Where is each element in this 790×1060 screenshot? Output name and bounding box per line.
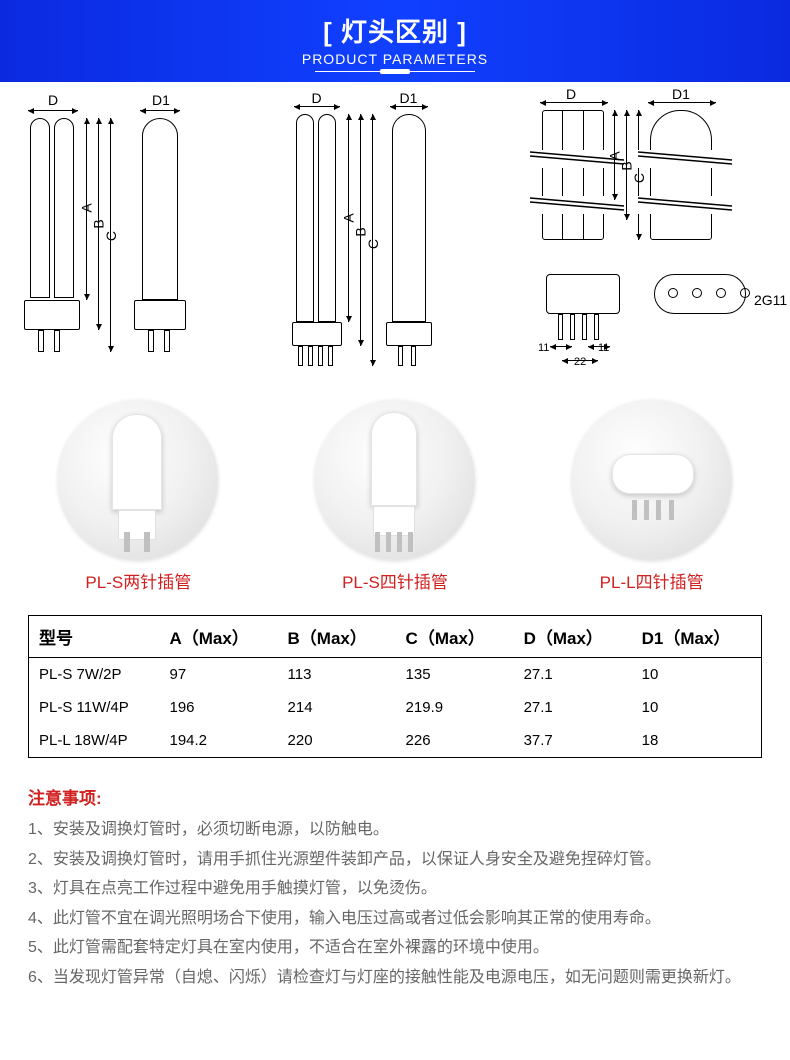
banner-title: [ 灯头区别 ] (0, 12, 790, 49)
diagram-pls-2pin: D A B C D1 (24, 100, 198, 360)
banner-subtitle: PRODUCT PARAMETERS (0, 51, 790, 67)
note-item: 4、此灯管不宜在调光照明场合下使用，输入电压过高或者过低会影响其正常的使用寿命。 (28, 904, 762, 934)
notes-title: 注意事项: (28, 784, 762, 809)
table-row: PL-S 11W/4P 196 214 219.9 27.1 10 (29, 691, 762, 724)
dim-22: 22 (574, 356, 586, 368)
photo-pll4p (572, 400, 732, 560)
dim-label-d: D (48, 92, 58, 108)
photo-item-pls4p: PL-S四针插管 (285, 400, 505, 593)
photo-item-pls2p: PL-S两针插管 (28, 400, 248, 593)
diagrams-row: D A B C D1 D A B (0, 82, 790, 386)
dim-label-d1: D1 (152, 92, 170, 108)
socket-side-view: 11 11 22 (536, 274, 636, 360)
spec-table: 型号 A（Max） B（Max） C（Max） D（Max） D1（Max） P… (28, 615, 762, 758)
notes-section: 注意事项: 1、安装及调换灯管时，必须切断电源，以防触电。 2、安装及调换灯管时… (0, 758, 790, 1023)
note-item: 2、安装及调换灯管时，请用手抓住光源塑件装卸产品，以保证人身安全及避免捏碎灯管。 (28, 845, 762, 875)
dim-11-right: 11 (598, 342, 609, 354)
th-c: C（Max） (396, 616, 514, 658)
th-a: A（Max） (159, 616, 277, 658)
socket-views: 11 11 22 2G11 (536, 274, 766, 360)
th-d: D（Max） (514, 616, 632, 658)
photo-item-pll4p: PL-L四针插管 (542, 400, 762, 593)
note-item: 5、此灯管需配套特定灯具在室内使用，不适合在室外裸露的环境中使用。 (28, 933, 762, 963)
diagram-pls-4pin: D A B C D1 (290, 100, 445, 380)
dim-arrow-d1 (140, 110, 180, 111)
tube-pll-front: D1 (644, 100, 724, 260)
photo-label-pls2p: PL-S两针插管 (28, 568, 248, 593)
table-header-row: 型号 A（Max） B（Max） C（Max） D（Max） D1（Max） (29, 616, 762, 658)
photo-pls2p (58, 400, 218, 560)
dim-label-c: C (103, 231, 119, 241)
dim-label-b: B (91, 219, 107, 228)
product-photos-row: PL-S两针插管 PL-S四针插管 PL-L四针插管 (0, 386, 790, 599)
dim-11-left: 11 (538, 342, 549, 354)
dim-label-a: A (79, 203, 95, 212)
table-row: PL-L 18W/4P 194.2 220 226 37.7 18 (29, 724, 762, 758)
th-b: B（Max） (278, 616, 396, 658)
th-d1: D1（Max） (632, 616, 762, 658)
banner-divider (315, 71, 475, 72)
socket-type-label: 2G11 (754, 292, 787, 308)
photo-pls4p (315, 400, 475, 560)
note-item: 3、灯具在点亮工作过程中避免用手触摸灯管，以免烫伤。 (28, 874, 762, 904)
note-item: 6、当发现灯管异常（自熄、闪烁）请检查灯与灯座的接触性能及电源电压，如无问题则需… (28, 963, 762, 993)
spec-table-section: 型号 A（Max） B（Max） C（Max） D（Max） D1（Max） P… (0, 599, 790, 758)
note-item: 1、安装及调换灯管时，必须切断电源，以防触电。 (28, 815, 762, 845)
dim-label-d1-2: D1 (400, 90, 418, 106)
th-model: 型号 (29, 616, 160, 658)
tube-front-view-4p: D1 (380, 100, 445, 380)
tube-pll-side: D A B C (536, 100, 616, 260)
tube-side-view-4p: D A B C (290, 100, 360, 380)
diagram-pll-4pin: D A B C D1 (536, 100, 766, 360)
dim-label-d-2: D (312, 90, 322, 106)
table-row: PL-S 7W/2P 97 113 135 27.1 10 (29, 658, 762, 692)
dim-arrow-d (28, 110, 78, 111)
notes-list: 1、安装及调换灯管时，必须切断电源，以防触电。 2、安装及调换灯管时，请用手抓住… (28, 815, 762, 993)
socket-top-view (654, 274, 746, 320)
photo-label-pll4p: PL-L四针插管 (542, 568, 762, 593)
section-banner: [ 灯头区别 ] PRODUCT PARAMETERS (0, 0, 790, 82)
photo-label-pls4p: PL-S四针插管 (285, 568, 505, 593)
tube-front-view: D1 (128, 100, 198, 360)
tube-side-view: D A B C (24, 100, 104, 360)
